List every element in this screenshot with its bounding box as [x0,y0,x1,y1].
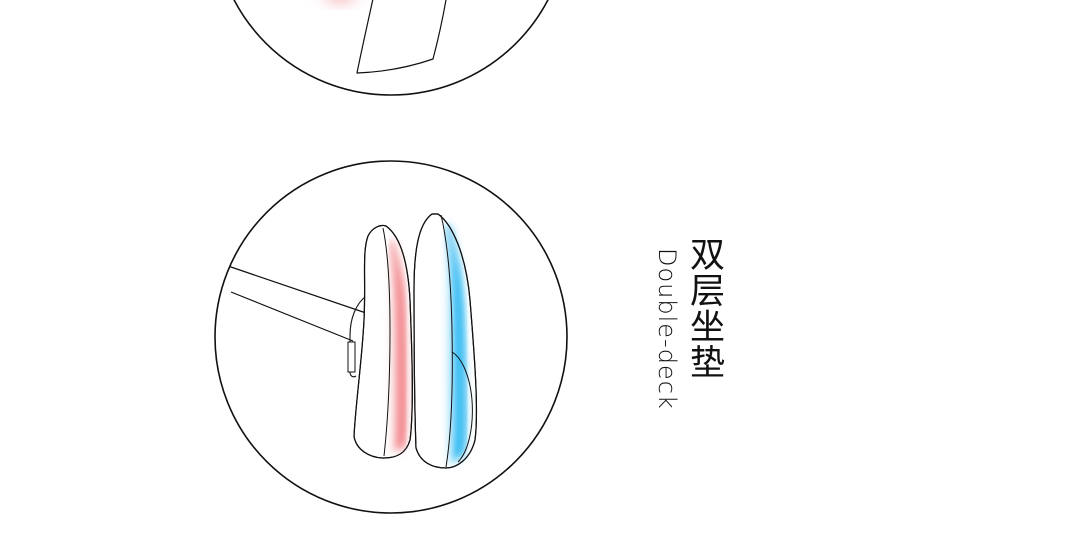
seat-rail [227,265,367,378]
rear-cushion-blue [413,213,478,469]
top-circle-outline [233,0,549,96]
top-detail-circle [233,0,549,96]
bottom-circle-outline [214,160,568,514]
top-red-glow [314,0,366,6]
feature-caption: 双层坐垫 Double-deck [600,236,780,446]
double-deck-detail-circle [214,160,568,514]
caption-chinese: 双层坐垫 [684,236,724,380]
caption-english: Double-deck [653,248,681,410]
top-cushion-edge [356,0,448,74]
front-cushion-red [353,224,413,459]
